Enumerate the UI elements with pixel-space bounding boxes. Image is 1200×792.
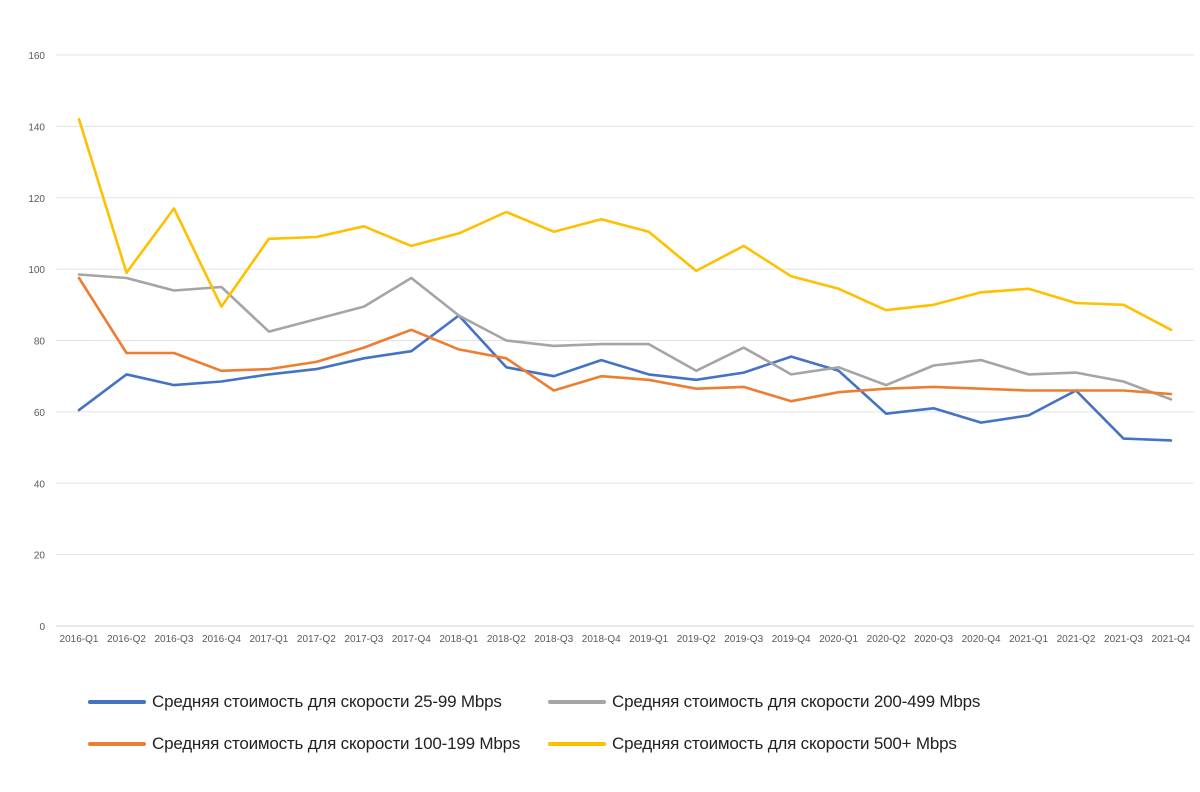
legend-label: Средняя стоимость для скорости 100-199 M…	[152, 734, 521, 753]
x-tick-label: 2019-Q2	[677, 634, 716, 645]
y-tick-label: 160	[28, 51, 45, 62]
x-tick-label: 2016-Q2	[107, 634, 146, 645]
gridlines	[56, 54, 1194, 627]
x-tick-label: 2016-Q3	[154, 634, 193, 645]
x-tick-label: 2021-Q2	[1057, 634, 1096, 645]
x-tick-label: 2017-Q4	[392, 634, 431, 645]
legend-label: Средняя стоимость для скорости 500+ Mbps	[612, 734, 957, 753]
x-tick-label: 2019-Q1	[629, 634, 668, 645]
legend-item-500-plus: Средняя стоимость для скорости 500+ Mbps	[548, 730, 957, 758]
x-tick-label: 2017-Q2	[297, 634, 336, 645]
legend-swatch	[88, 700, 146, 704]
y-tick-label: 40	[34, 479, 46, 490]
y-tick-label: 20	[34, 551, 46, 562]
series-lines	[77, 117, 1173, 442]
x-tick-label: 2018-Q4	[582, 634, 621, 645]
x-tick-label: 2017-Q3	[344, 634, 383, 645]
series-line-0	[77, 314, 1173, 442]
y-tick-label: 100	[28, 265, 45, 276]
legend-label: Средняя стоимость для скорости 200-499 M…	[612, 692, 981, 711]
x-tick-label: 2020-Q1	[819, 634, 858, 645]
x-tick-label: 2021-Q1	[1009, 634, 1048, 645]
x-tick-label: 2019-Q3	[724, 634, 763, 645]
x-tick-label: 2021-Q3	[1104, 634, 1143, 645]
x-tick-label: 2018-Q2	[487, 634, 526, 645]
y-tick-label: 140	[28, 122, 45, 133]
legend-item-200-499: Средняя стоимость для скорости 200-499 M…	[548, 688, 980, 716]
x-tick-label: 2016-Q1	[60, 634, 99, 645]
x-tick-label: 2020-Q2	[867, 634, 906, 645]
legend-label: Средняя стоимость для скорости 25-99 Mbp…	[152, 692, 502, 711]
legend-item-25-99: Средняя стоимость для скорости 25-99 Mbp…	[88, 688, 502, 716]
legend-swatch	[548, 742, 606, 746]
y-tick-label: 60	[34, 408, 46, 419]
legend-item-100-199: Средняя стоимость для скорости 100-199 M…	[88, 730, 520, 758]
y-tick-label: 80	[34, 337, 46, 348]
series-line-1	[77, 273, 1173, 401]
x-tick-label: 2020-Q3	[914, 634, 953, 645]
x-tick-label: 2020-Q4	[962, 634, 1001, 645]
x-tick-label: 2019-Q4	[772, 634, 811, 645]
y-tick-label: 0	[39, 622, 45, 633]
y-axis-ticks: 0 20 40 60 80 100 120 140 160	[28, 51, 45, 633]
y-tick-label: 120	[28, 194, 45, 205]
series-line-2	[77, 276, 1173, 403]
x-tick-label: 2018-Q3	[534, 634, 573, 645]
x-tick-label: 2021-Q4	[1152, 634, 1191, 645]
legend-swatch	[88, 742, 146, 746]
x-axis-ticks: 2016-Q1 2016-Q2 2016-Q3 2016-Q4 2017-Q1 2017-…	[60, 634, 1191, 645]
series-line-3	[77, 117, 1173, 332]
x-tick-label: 2017-Q1	[249, 634, 288, 645]
legend-swatch	[548, 700, 606, 704]
x-tick-label: 2018-Q1	[439, 634, 478, 645]
x-tick-label: 2016-Q4	[202, 634, 241, 645]
